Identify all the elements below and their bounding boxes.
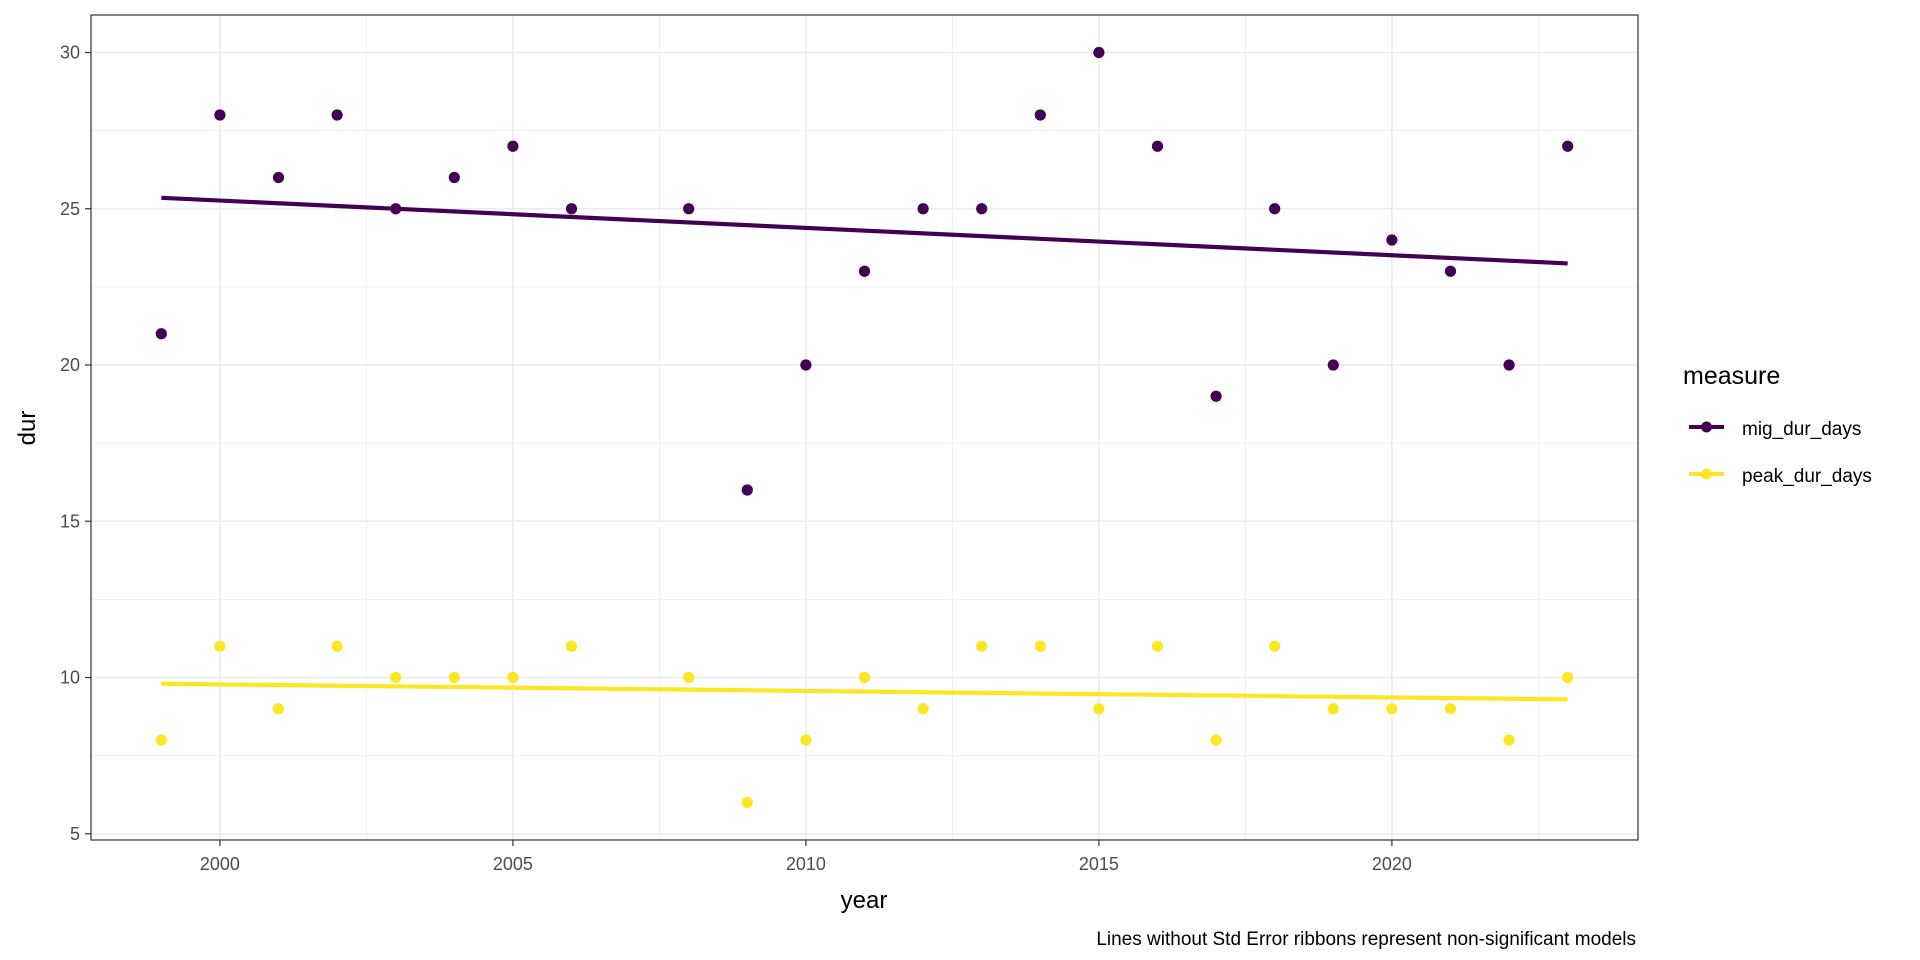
legend-item-peak-dur-days: peak_dur_days	[1689, 466, 1872, 487]
x-tick-label: 2000	[200, 854, 240, 874]
point-peak-dur-days	[1386, 703, 1398, 715]
point-peak-dur-days	[1269, 640, 1281, 652]
point-mig-dur-days	[155, 328, 167, 340]
point-mig-dur-days	[1034, 109, 1046, 121]
point-mig-dur-days	[1503, 359, 1515, 371]
point-mig-dur-days	[1269, 203, 1281, 215]
y-axis: 5 10 15 20 25 30	[60, 43, 91, 844]
x-tick-label: 2020	[1372, 854, 1412, 874]
point-mig-dur-days	[390, 203, 402, 215]
point-peak-dur-days	[1151, 640, 1164, 652]
point-mig-dur-days	[507, 140, 519, 152]
legend-key-point-mig-dur-days	[1701, 421, 1712, 433]
point-peak-dur-days	[272, 703, 285, 715]
point-peak-dur-days	[1444, 703, 1457, 715]
point-peak-dur-days	[1327, 703, 1339, 715]
legend: measure mig_dur_days peak_dur_days	[1683, 362, 1872, 487]
x-axis: 2000 2005 2010 2015 2020	[200, 840, 1412, 874]
point-mig-dur-days	[1327, 359, 1339, 371]
legend-label-mig-dur-days: mig_dur_days	[1742, 419, 1861, 440]
legend-label-peak-dur-days: peak_dur_days	[1742, 466, 1872, 487]
point-mig-dur-days	[741, 484, 753, 496]
point-mig-dur-days	[1562, 140, 1574, 152]
point-peak-dur-days	[155, 734, 167, 746]
point-peak-dur-days	[741, 796, 753, 809]
point-mig-dur-days	[1444, 265, 1457, 277]
point-mig-dur-days	[565, 203, 578, 215]
plot-background	[91, 15, 1638, 840]
x-tick-label: 2015	[1079, 854, 1119, 874]
legend-key-point-peak-dur-days	[1701, 468, 1712, 480]
point-mig-dur-days	[214, 109, 226, 121]
point-peak-dur-days	[917, 703, 929, 715]
y-tick-label: 5	[70, 824, 80, 844]
point-peak-dur-days	[448, 671, 460, 684]
point-mig-dur-days	[1386, 234, 1398, 246]
point-peak-dur-days	[1210, 734, 1222, 746]
x-axis-title: year	[841, 887, 888, 914]
plot-panel-border	[90, 14, 1639, 841]
point-peak-dur-days	[507, 671, 519, 684]
point-mig-dur-days	[683, 203, 695, 215]
point-peak-dur-days	[800, 734, 812, 746]
point-peak-dur-days	[331, 640, 343, 652]
point-mig-dur-days	[917, 203, 929, 215]
point-mig-dur-days	[1151, 140, 1164, 152]
point-mig-dur-days	[272, 171, 285, 184]
point-peak-dur-days	[683, 671, 695, 684]
caption: Lines without Std Error ribbons represen…	[1096, 929, 1636, 950]
legend-title: measure	[1683, 362, 1780, 390]
y-tick-label: 15	[60, 511, 80, 531]
point-mig-dur-days	[858, 265, 871, 277]
x-tick-label: 2010	[786, 854, 826, 874]
y-tick-label: 25	[60, 199, 80, 219]
point-peak-dur-days	[858, 671, 871, 684]
point-mig-dur-days	[1093, 46, 1105, 59]
point-mig-dur-days	[800, 359, 812, 371]
y-axis-title: dur	[14, 411, 41, 446]
point-mig-dur-days	[331, 109, 343, 121]
trend-line-peak-dur-days	[161, 681, 1568, 702]
point-mig-dur-days	[976, 203, 988, 215]
point-peak-dur-days	[976, 640, 988, 652]
point-peak-dur-days	[565, 640, 578, 652]
y-tick-label: 30	[60, 43, 80, 63]
data-points	[155, 46, 1574, 809]
point-peak-dur-days	[1034, 640, 1046, 652]
point-peak-dur-days	[1093, 703, 1105, 715]
point-mig-dur-days	[448, 171, 460, 184]
x-tick-label: 2005	[493, 854, 533, 874]
point-peak-dur-days	[390, 671, 402, 684]
point-mig-dur-days	[1210, 390, 1222, 402]
point-peak-dur-days	[214, 640, 226, 652]
y-tick-label: 20	[60, 355, 80, 375]
point-peak-dur-days	[1503, 734, 1515, 746]
legend-item-mig-dur-days: mig_dur_days	[1689, 419, 1861, 440]
grid-minor	[91, 15, 1638, 840]
y-tick-label: 10	[60, 668, 80, 688]
point-peak-dur-days	[1562, 671, 1574, 684]
